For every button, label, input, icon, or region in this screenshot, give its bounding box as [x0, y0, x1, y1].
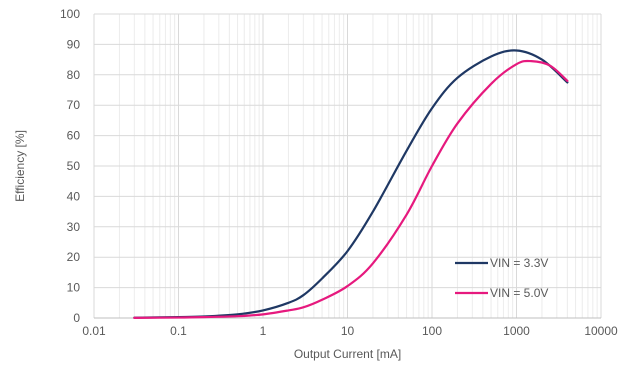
x-tick-label: 0.01 — [82, 324, 106, 338]
legend-label-1: VIN = 3.3V — [490, 256, 548, 270]
y-axis-title: Efficiency [%] — [13, 130, 27, 202]
series-line-2 — [133, 59, 569, 319]
legend-label-2: VIN = 5.0V — [490, 286, 548, 300]
x-tick-label: 10000 — [584, 324, 618, 338]
x-tick-label: 1000 — [503, 324, 530, 338]
series — [133, 49, 569, 319]
x-tick-label: 0.1 — [170, 324, 187, 338]
series-line-1 — [133, 49, 569, 319]
y-tick-label: 40 — [67, 189, 81, 203]
y-tick-label: 50 — [67, 159, 81, 173]
x-axis-title: Output Current [mA] — [294, 347, 401, 361]
y-tick-label: 100 — [60, 7, 80, 21]
y-tick-label: 0 — [73, 311, 80, 325]
y-tick-label: 20 — [67, 250, 81, 264]
y-tick-label: 80 — [67, 68, 81, 82]
y-tick-label: 60 — [67, 129, 81, 143]
y-tick-label: 90 — [67, 37, 81, 51]
grid — [93, 13, 602, 319]
x-tick-label: 10 — [341, 324, 355, 338]
legend: VIN = 3.3V VIN = 5.0V — [455, 256, 548, 300]
y-tick-label: 30 — [67, 220, 81, 234]
y-tick-label: 10 — [67, 281, 81, 295]
x-tick-label: 1 — [260, 324, 267, 338]
y-tick-label: 70 — [67, 98, 81, 112]
x-tick-label: 100 — [422, 324, 442, 338]
